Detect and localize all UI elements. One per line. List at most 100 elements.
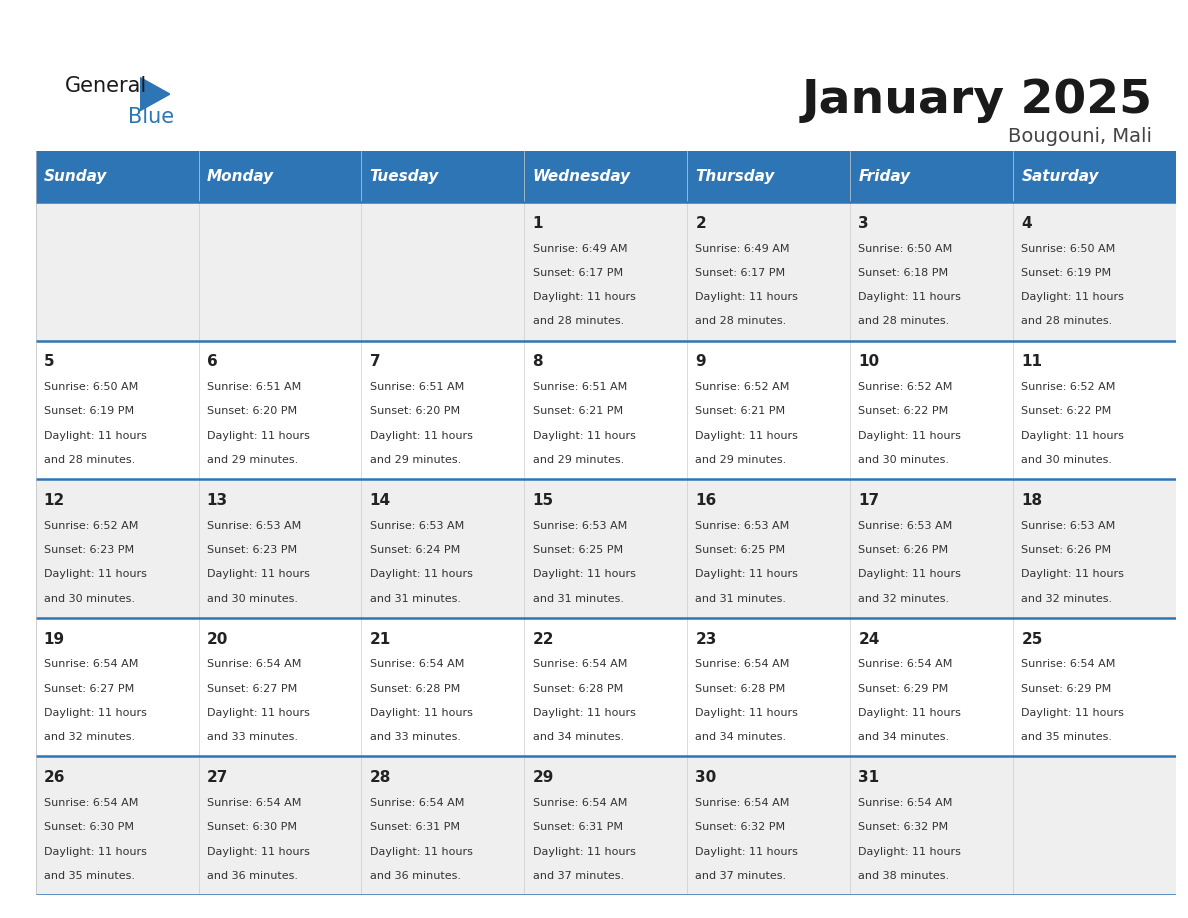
- Text: Tuesday: Tuesday: [369, 169, 440, 185]
- Text: Sunrise: 6:54 AM: Sunrise: 6:54 AM: [532, 659, 627, 669]
- Text: Sunset: 6:18 PM: Sunset: 6:18 PM: [859, 268, 948, 278]
- Text: Sunrise: 6:54 AM: Sunrise: 6:54 AM: [44, 659, 138, 669]
- Text: 26: 26: [44, 770, 65, 785]
- Text: Daylight: 11 hours: Daylight: 11 hours: [695, 569, 798, 579]
- Text: Thursday: Thursday: [695, 169, 775, 185]
- Text: 11: 11: [1022, 354, 1042, 369]
- Text: Sunrise: 6:54 AM: Sunrise: 6:54 AM: [369, 659, 465, 669]
- Text: 16: 16: [695, 493, 716, 508]
- Text: Sunrise: 6:54 AM: Sunrise: 6:54 AM: [695, 659, 790, 669]
- Text: Sunrise: 6:53 AM: Sunrise: 6:53 AM: [369, 521, 463, 531]
- Text: Daylight: 11 hours: Daylight: 11 hours: [532, 431, 636, 441]
- Text: Sunrise: 6:50 AM: Sunrise: 6:50 AM: [44, 382, 138, 392]
- Text: and 30 minutes.: and 30 minutes.: [1022, 455, 1112, 465]
- Text: Daylight: 11 hours: Daylight: 11 hours: [44, 569, 146, 579]
- Text: Sunset: 6:26 PM: Sunset: 6:26 PM: [1022, 545, 1112, 555]
- Text: Sunrise: 6:54 AM: Sunrise: 6:54 AM: [695, 798, 790, 808]
- Text: 14: 14: [369, 493, 391, 508]
- Bar: [36, 618, 1176, 756]
- Text: Sunrise: 6:53 AM: Sunrise: 6:53 AM: [532, 521, 627, 531]
- Text: and 33 minutes.: and 33 minutes.: [369, 733, 461, 742]
- Text: Daylight: 11 hours: Daylight: 11 hours: [44, 708, 146, 718]
- Text: and 31 minutes.: and 31 minutes.: [369, 594, 461, 603]
- Text: Daylight: 11 hours: Daylight: 11 hours: [44, 846, 146, 856]
- Text: Sunrise: 6:54 AM: Sunrise: 6:54 AM: [859, 798, 953, 808]
- Text: 8: 8: [532, 354, 543, 369]
- Bar: [688, 151, 851, 202]
- Text: and 28 minutes.: and 28 minutes.: [532, 317, 624, 326]
- Text: 1: 1: [532, 216, 543, 230]
- Text: Sunset: 6:32 PM: Sunset: 6:32 PM: [695, 823, 785, 833]
- Text: 31: 31: [859, 770, 879, 785]
- Text: and 32 minutes.: and 32 minutes.: [44, 733, 135, 742]
- Text: 12: 12: [44, 493, 65, 508]
- Text: Sunrise: 6:52 AM: Sunrise: 6:52 AM: [859, 382, 953, 392]
- Text: Sunset: 6:24 PM: Sunset: 6:24 PM: [369, 545, 460, 555]
- Text: Daylight: 11 hours: Daylight: 11 hours: [1022, 569, 1124, 579]
- Text: Sunrise: 6:51 AM: Sunrise: 6:51 AM: [207, 382, 301, 392]
- Text: 21: 21: [369, 632, 391, 646]
- Text: Sunset: 6:23 PM: Sunset: 6:23 PM: [207, 545, 297, 555]
- Text: Daylight: 11 hours: Daylight: 11 hours: [369, 708, 473, 718]
- Text: and 30 minutes.: and 30 minutes.: [859, 455, 949, 465]
- Text: 9: 9: [695, 354, 706, 369]
- Text: Sunrise: 6:53 AM: Sunrise: 6:53 AM: [859, 521, 953, 531]
- Text: Sunset: 6:21 PM: Sunset: 6:21 PM: [532, 407, 623, 417]
- Text: Daylight: 11 hours: Daylight: 11 hours: [532, 292, 636, 302]
- Text: and 29 minutes.: and 29 minutes.: [369, 455, 461, 465]
- Text: and 29 minutes.: and 29 minutes.: [532, 455, 624, 465]
- Text: Daylight: 11 hours: Daylight: 11 hours: [207, 431, 310, 441]
- Text: Daylight: 11 hours: Daylight: 11 hours: [859, 569, 961, 579]
- Text: Bougouni, Mali: Bougouni, Mali: [1009, 127, 1152, 146]
- Text: Sunset: 6:26 PM: Sunset: 6:26 PM: [859, 545, 948, 555]
- Text: Sunset: 6:19 PM: Sunset: 6:19 PM: [1022, 268, 1112, 278]
- Bar: [851, 151, 1013, 202]
- Text: 17: 17: [859, 493, 879, 508]
- Text: and 36 minutes.: and 36 minutes.: [207, 871, 298, 880]
- Text: Sunrise: 6:52 AM: Sunrise: 6:52 AM: [695, 382, 790, 392]
- Text: General: General: [65, 76, 147, 96]
- Text: and 28 minutes.: and 28 minutes.: [1022, 317, 1113, 326]
- Text: Sunrise: 6:54 AM: Sunrise: 6:54 AM: [859, 659, 953, 669]
- Text: Daylight: 11 hours: Daylight: 11 hours: [369, 431, 473, 441]
- Text: Sunset: 6:22 PM: Sunset: 6:22 PM: [1022, 407, 1112, 417]
- Text: 19: 19: [44, 632, 65, 646]
- Text: Sunrise: 6:54 AM: Sunrise: 6:54 AM: [532, 798, 627, 808]
- Text: and 30 minutes.: and 30 minutes.: [207, 594, 298, 603]
- Text: Sunset: 6:22 PM: Sunset: 6:22 PM: [859, 407, 949, 417]
- Text: 15: 15: [532, 493, 554, 508]
- Text: Sunset: 6:31 PM: Sunset: 6:31 PM: [369, 823, 460, 833]
- Text: Daylight: 11 hours: Daylight: 11 hours: [532, 569, 636, 579]
- Bar: [36, 341, 1176, 479]
- Text: and 38 minutes.: and 38 minutes.: [859, 871, 949, 880]
- Bar: [36, 151, 198, 202]
- Text: Daylight: 11 hours: Daylight: 11 hours: [695, 292, 798, 302]
- Text: and 28 minutes.: and 28 minutes.: [44, 455, 135, 465]
- Text: 29: 29: [532, 770, 554, 785]
- Text: Daylight: 11 hours: Daylight: 11 hours: [207, 569, 310, 579]
- Text: Sunrise: 6:49 AM: Sunrise: 6:49 AM: [532, 243, 627, 253]
- Text: and 30 minutes.: and 30 minutes.: [44, 594, 134, 603]
- Text: Sunset: 6:27 PM: Sunset: 6:27 PM: [44, 684, 134, 694]
- Text: 7: 7: [369, 354, 380, 369]
- Text: Sunset: 6:17 PM: Sunset: 6:17 PM: [695, 268, 785, 278]
- Text: Sunset: 6:29 PM: Sunset: 6:29 PM: [859, 684, 949, 694]
- Text: Sunset: 6:28 PM: Sunset: 6:28 PM: [532, 684, 623, 694]
- Text: 2: 2: [695, 216, 706, 230]
- Text: 28: 28: [369, 770, 391, 785]
- Bar: [1013, 151, 1176, 202]
- Text: 27: 27: [207, 770, 228, 785]
- Text: Sunrise: 6:52 AM: Sunrise: 6:52 AM: [1022, 382, 1116, 392]
- Text: Sunset: 6:25 PM: Sunset: 6:25 PM: [532, 545, 623, 555]
- Text: Sunrise: 6:50 AM: Sunrise: 6:50 AM: [859, 243, 953, 253]
- Text: Daylight: 11 hours: Daylight: 11 hours: [369, 846, 473, 856]
- Text: and 34 minutes.: and 34 minutes.: [532, 733, 624, 742]
- Text: Daylight: 11 hours: Daylight: 11 hours: [859, 708, 961, 718]
- Text: Sunrise: 6:53 AM: Sunrise: 6:53 AM: [207, 521, 301, 531]
- Text: and 37 minutes.: and 37 minutes.: [532, 871, 624, 880]
- Text: Sunrise: 6:54 AM: Sunrise: 6:54 AM: [207, 798, 301, 808]
- Bar: [198, 151, 361, 202]
- Text: Daylight: 11 hours: Daylight: 11 hours: [532, 708, 636, 718]
- Text: 4: 4: [1022, 216, 1032, 230]
- Text: Sunset: 6:17 PM: Sunset: 6:17 PM: [532, 268, 623, 278]
